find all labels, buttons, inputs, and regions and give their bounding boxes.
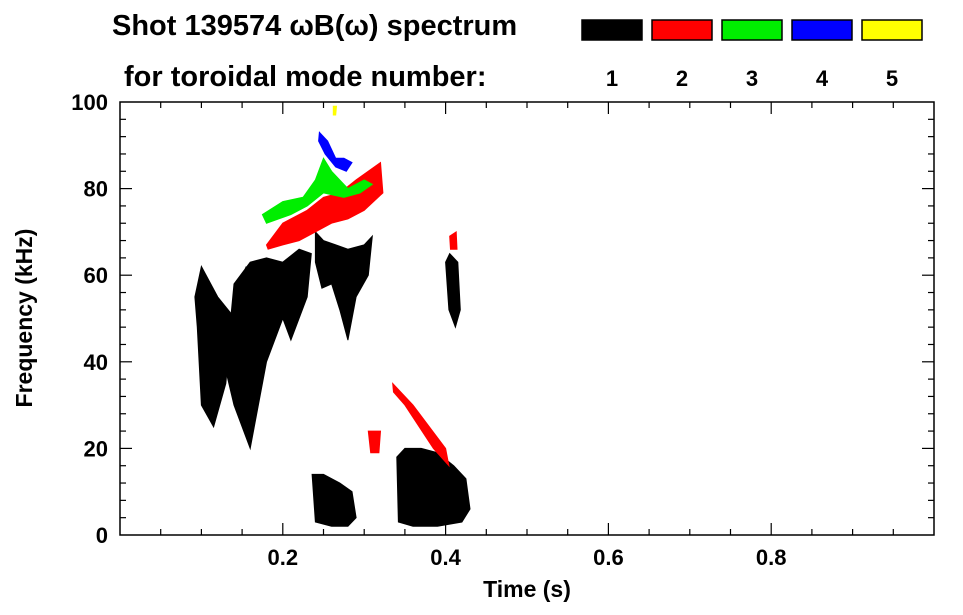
legend-label-5: 5	[886, 66, 898, 91]
spectrum-region-mode-2	[265, 161, 384, 250]
y-tick-label: 40	[84, 350, 108, 375]
x-tick-label: 0.2	[268, 545, 299, 570]
spectrum-region-mode-1	[445, 252, 461, 329]
y-tick-label: 60	[84, 263, 108, 288]
legend-label-2: 2	[676, 66, 688, 91]
axis-ticks	[120, 102, 934, 535]
x-tick-label: 0.6	[593, 545, 624, 570]
y-axis-label: Frequency (kHz)	[11, 229, 37, 408]
legend-swatch-2	[651, 19, 713, 41]
chart-subtitle: for toroidal mode number:	[124, 61, 487, 93]
spectrum-region-mode-1	[225, 248, 312, 451]
legend-swatch-4	[791, 19, 853, 41]
spectrum-region-mode-4	[318, 131, 353, 172]
legend: 1 2 3 4 5	[581, 19, 923, 91]
x-tick-label: 0.4	[430, 545, 461, 570]
x-tick-labels: 0.2 0.4 0.6 0.8	[268, 545, 787, 570]
y-tick-label: 0	[96, 523, 108, 548]
spectrum-region-mode-2	[449, 230, 458, 250]
legend-label-1: 1	[606, 66, 618, 91]
y-tick-label: 20	[84, 436, 108, 461]
legend-label-3: 3	[746, 66, 758, 91]
spectrum-region-mode-1	[311, 473, 357, 527]
legend-swatch-3	[721, 19, 783, 41]
spectrum-region-mode-1	[396, 447, 471, 527]
spectrum-region-mode-5	[332, 105, 338, 116]
x-tick-label: 0.8	[756, 545, 787, 570]
legend-swatch-5	[861, 19, 923, 41]
y-tick-label: 80	[84, 177, 108, 202]
spectrum-region-mode-2	[392, 382, 450, 468]
y-tick-labels: 0 20 40 60 80 100	[71, 90, 108, 548]
legend-label-4: 4	[816, 66, 829, 91]
chart-title: Shot 139574 ωB(ω) spectrum	[112, 10, 517, 42]
spectrum-region-mode-1	[314, 230, 373, 341]
spectrum-region-mode-3	[261, 157, 374, 224]
spectrum-regions	[194, 105, 471, 527]
y-tick-label: 100	[71, 90, 108, 115]
x-axis-label: Time (s)	[483, 576, 571, 602]
legend-swatch-1	[581, 19, 643, 41]
spectrum-region-mode-2	[367, 430, 382, 454]
